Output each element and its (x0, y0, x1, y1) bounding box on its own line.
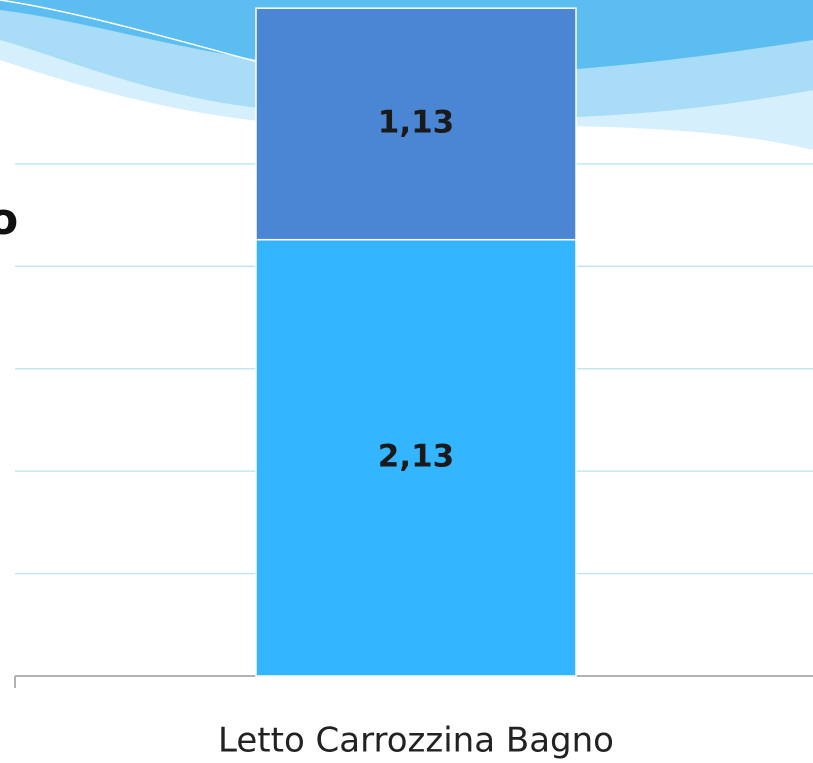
value-label: 1,13 (378, 104, 455, 140)
chart-title: o (0, 194, 18, 245)
x-tick-label: Letto Carrozzina Bagno (218, 721, 614, 761)
value-label: 2,13 (378, 438, 455, 474)
chart: o 2,13 1,13 Letto Carrozzina Bagno (0, 0, 813, 763)
